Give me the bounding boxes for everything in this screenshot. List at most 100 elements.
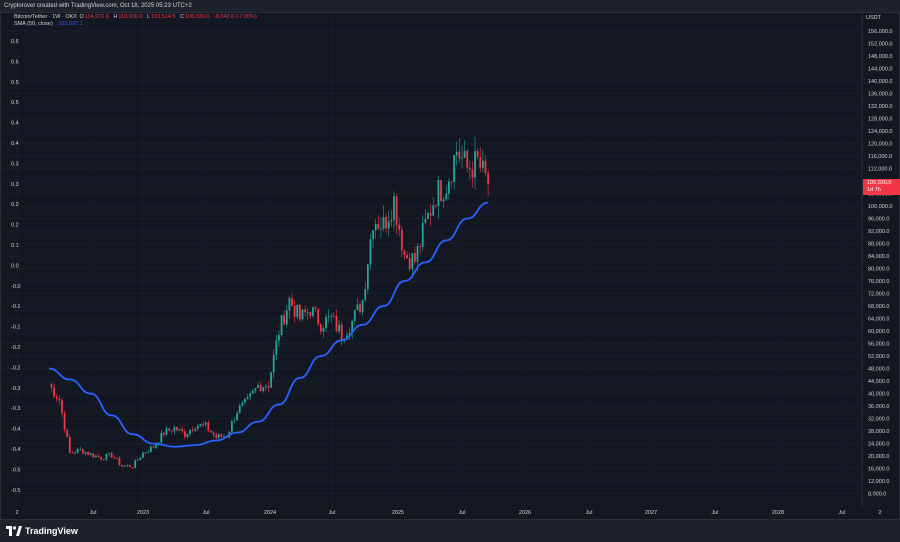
left-tick-label: -0.0: [11, 284, 20, 290]
candle-body: [241, 402, 244, 406]
price-chart[interactable]: 0.6 0.6 0.5 0.5 0.4 0.4 0.3 0.3 0.2 0.2 0.1 0.0 -0.0…: [0, 0, 900, 520]
price-tick-label: 116,000.0: [868, 154, 892, 160]
price-tick-label: 84,000.0: [868, 254, 889, 260]
candle-body: [81, 448, 84, 454]
candle-body: [332, 315, 335, 317]
price-tick-label: 148,000.0: [868, 54, 892, 60]
candle-body: [419, 246, 422, 247]
price-tick-label: 72,000.0: [868, 292, 889, 298]
candle-body: [97, 455, 100, 457]
candle-body: [283, 315, 286, 325]
candle-body: [191, 429, 194, 431]
candle-body: [194, 428, 197, 431]
candle-body: [155, 444, 157, 448]
candle-body: [361, 299, 364, 313]
candle-body: [121, 464, 123, 467]
candle-body: [68, 436, 71, 453]
high-label: H: [113, 14, 118, 20]
candle-body: [123, 465, 126, 467]
candle-body: [181, 429, 184, 432]
candle-body: [246, 396, 249, 399]
candle-body: [207, 422, 210, 431]
sma-indicator-label[interactable]: SMA (50, close): [14, 21, 53, 27]
left-tick-label: 0.4: [11, 141, 19, 147]
time-tick-label: 2: [878, 510, 881, 516]
tradingview-logo[interactable]: TradingView: [6, 525, 78, 537]
left-tick-label: 0.5: [11, 80, 19, 86]
currency-unit[interactable]: USDT: [866, 15, 881, 21]
close-label: C: [180, 14, 184, 20]
candle-body: [110, 453, 113, 458]
candle-body: [406, 255, 408, 259]
candle-body: [136, 459, 139, 461]
candle-body: [259, 385, 262, 392]
candle-body: [105, 453, 108, 460]
price-tick-label: 156,000.0: [868, 29, 892, 35]
tradingview-logo-icon: [6, 526, 22, 536]
candle-body: [440, 179, 442, 202]
price-tick-label: 100,000.0: [868, 204, 892, 210]
price-tick-label: 64,000.0: [868, 317, 889, 323]
candle-body: [89, 453, 92, 455]
candle-body: [186, 434, 189, 437]
low-label: L: [146, 14, 151, 20]
candle-body: [466, 150, 469, 168]
candle-body: [176, 427, 178, 431]
candle-body: [432, 205, 435, 216]
high-value: 110,900.0: [118, 14, 143, 20]
left-tick-label: -0.3: [11, 386, 20, 392]
candle-body: [238, 405, 241, 413]
time-tick-label: 2: [15, 510, 18, 516]
candle-body: [304, 309, 307, 313]
left-tick-label: -0.3: [11, 406, 20, 412]
footer-bar: TradingView: [0, 520, 900, 542]
candle-body: [102, 459, 105, 461]
candle-body: [325, 317, 327, 329]
candle-body: [424, 219, 427, 223]
price-tick-label: 152,000.0: [868, 42, 892, 48]
time-tick-label: 2028: [772, 510, 784, 516]
time-tick-label: Jul: [202, 510, 209, 516]
candle-body: [291, 298, 293, 306]
candle-body: [471, 169, 474, 178]
candle-body: [445, 193, 448, 200]
candle-body: [212, 432, 215, 435]
candle-body: [215, 434, 218, 438]
candle-body: [134, 460, 137, 468]
candle-body: [244, 398, 246, 403]
candle-body: [129, 465, 131, 468]
left-tick-label: -0.2: [11, 345, 20, 351]
candle-body: [249, 393, 252, 397]
symbol-title[interactable]: Bitcoin/Tether · 1W · OKX: [14, 14, 77, 20]
left-tick-label: 0.5: [11, 100, 19, 106]
candle-body: [416, 246, 419, 262]
candle-body: [364, 289, 367, 300]
price-tick-label: 120,000.0: [868, 142, 892, 148]
candle-body: [100, 456, 103, 460]
candle-body: [468, 167, 471, 170]
time-tick-label: Jul: [89, 510, 96, 516]
candle-body: [450, 181, 453, 183]
candle-body: [163, 433, 165, 435]
price-tick-label: 88,000.0: [868, 242, 889, 248]
price-tick-label: 136,000.0: [868, 92, 892, 98]
candle-body: [220, 434, 223, 437]
time-tick-label: 2027: [645, 510, 657, 516]
candle-body: [312, 307, 314, 317]
price-tick-label: 92,000.0: [868, 229, 889, 235]
candle-body: [254, 388, 257, 391]
candle-body: [411, 253, 414, 270]
candle-body: [131, 467, 134, 468]
candle-body: [189, 429, 191, 435]
candle-body: [251, 390, 254, 394]
candle-body: [296, 304, 299, 317]
candle-body: [183, 431, 186, 437]
price-tick-label: 60,000.0: [868, 329, 889, 335]
price-tick-label: 132,000.0: [868, 104, 892, 110]
chart-caption: Cryptorover created with TradingView.com…: [0, 0, 900, 12]
price-tick-label: 28,000.0: [868, 429, 889, 435]
candle-body: [149, 446, 152, 452]
time-tick-label: 2026: [519, 510, 531, 516]
candle-body: [429, 213, 432, 216]
candle-body: [455, 151, 458, 156]
